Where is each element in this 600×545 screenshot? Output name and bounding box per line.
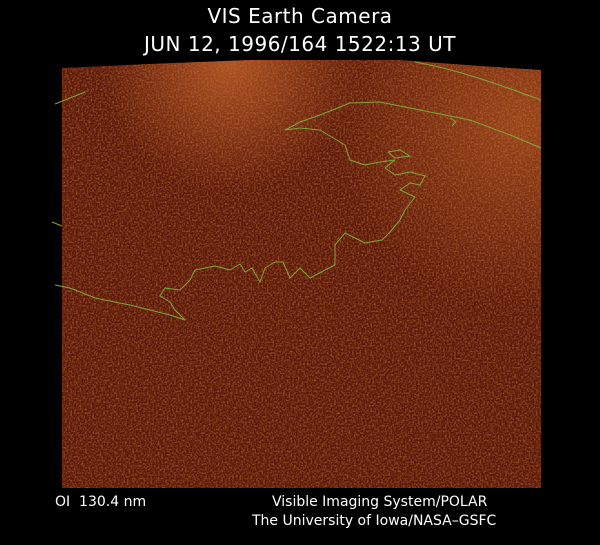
credit-line: The University of Iowa/NASA–GSFC — [251, 513, 497, 529]
earth-image — [51, 60, 542, 488]
subtitle: JUN 12, 1996/164 1522:13 UT — [142, 32, 456, 56]
title: VIS Earth Camera — [207, 4, 392, 28]
credit-line: Visible Imaging System/POLAR — [272, 494, 488, 510]
band-label: OI 130.4 nm — [55, 494, 146, 510]
